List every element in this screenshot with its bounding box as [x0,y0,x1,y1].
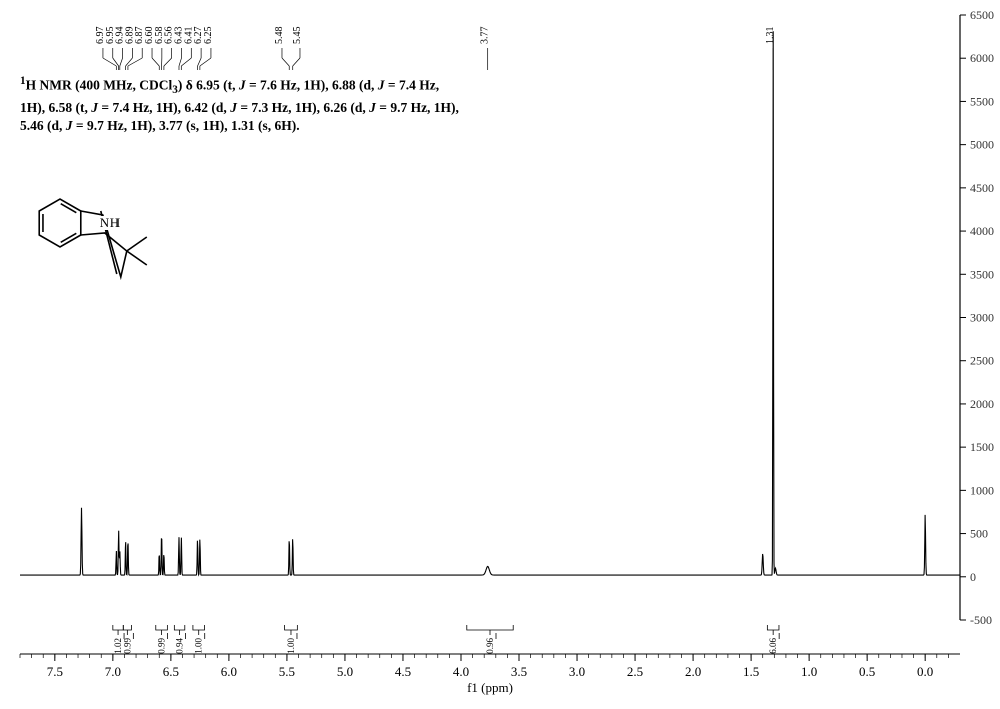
svg-text:5500: 5500 [970,94,994,108]
svg-text:5000: 5000 [970,138,994,152]
svg-text:3.77: 3.77 [480,27,491,45]
svg-text:3000: 3000 [970,311,994,325]
svg-text:2500: 2500 [970,354,994,368]
svg-text:f1 (ppm): f1 (ppm) [467,680,513,695]
svg-text:3500: 3500 [970,267,994,281]
svg-text:4500: 4500 [970,181,994,195]
nmr-peak-report: 1H NMR (400 MHz, CDCl3) δ 6.95 (t, J = 7… [20,72,660,135]
svg-text:3.0: 3.0 [569,664,585,679]
svg-text:5.45: 5.45 [292,27,303,45]
svg-text:7.5: 7.5 [47,664,63,679]
svg-text:N: N [100,215,110,230]
svg-text:6.06: 6.06 [768,638,778,654]
svg-text:0.99: 0.99 [122,638,132,654]
svg-text:0.96: 0.96 [485,638,495,654]
svg-text:2.5: 2.5 [627,664,643,679]
svg-text:0.94: 0.94 [175,638,185,654]
svg-text:5.48: 5.48 [274,27,285,45]
svg-text:1000: 1000 [970,483,994,497]
svg-text:0: 0 [970,570,976,584]
svg-text:500: 500 [970,527,988,541]
svg-text:4000: 4000 [970,224,994,238]
svg-text:5.5: 5.5 [279,664,295,679]
svg-text:5.0: 5.0 [337,664,353,679]
molecule-structure: NHNH [39,199,147,277]
svg-text:0.5: 0.5 [859,664,875,679]
svg-text:6.5: 6.5 [163,664,179,679]
svg-text:6500: 6500 [970,8,994,22]
svg-text:0.0: 0.0 [917,664,933,679]
svg-text:3.5: 3.5 [511,664,527,679]
svg-text:1.31: 1.31 [765,27,776,45]
svg-text:-500: -500 [970,613,992,627]
svg-text:1500: 1500 [970,440,994,454]
svg-text:1.00: 1.00 [286,638,296,654]
svg-text:4.5: 4.5 [395,664,411,679]
svg-text:6000: 6000 [970,51,994,65]
svg-text:7.0: 7.0 [105,664,121,679]
svg-text:1.00: 1.00 [194,638,204,654]
svg-text:0.99: 0.99 [157,638,167,654]
svg-text:6.25: 6.25 [203,27,214,45]
svg-text:1.5: 1.5 [743,664,759,679]
svg-text:6.0: 6.0 [221,664,237,679]
svg-text:4.0: 4.0 [453,664,469,679]
svg-text:1.0: 1.0 [801,664,817,679]
svg-text:H: H [110,215,119,230]
svg-text:2.0: 2.0 [685,664,701,679]
svg-text:2000: 2000 [970,397,994,411]
nmr-spectrum-figure: -500 0 500 1000 1500 2000 2500 3000 3500 4000 4500… [0,0,1000,709]
